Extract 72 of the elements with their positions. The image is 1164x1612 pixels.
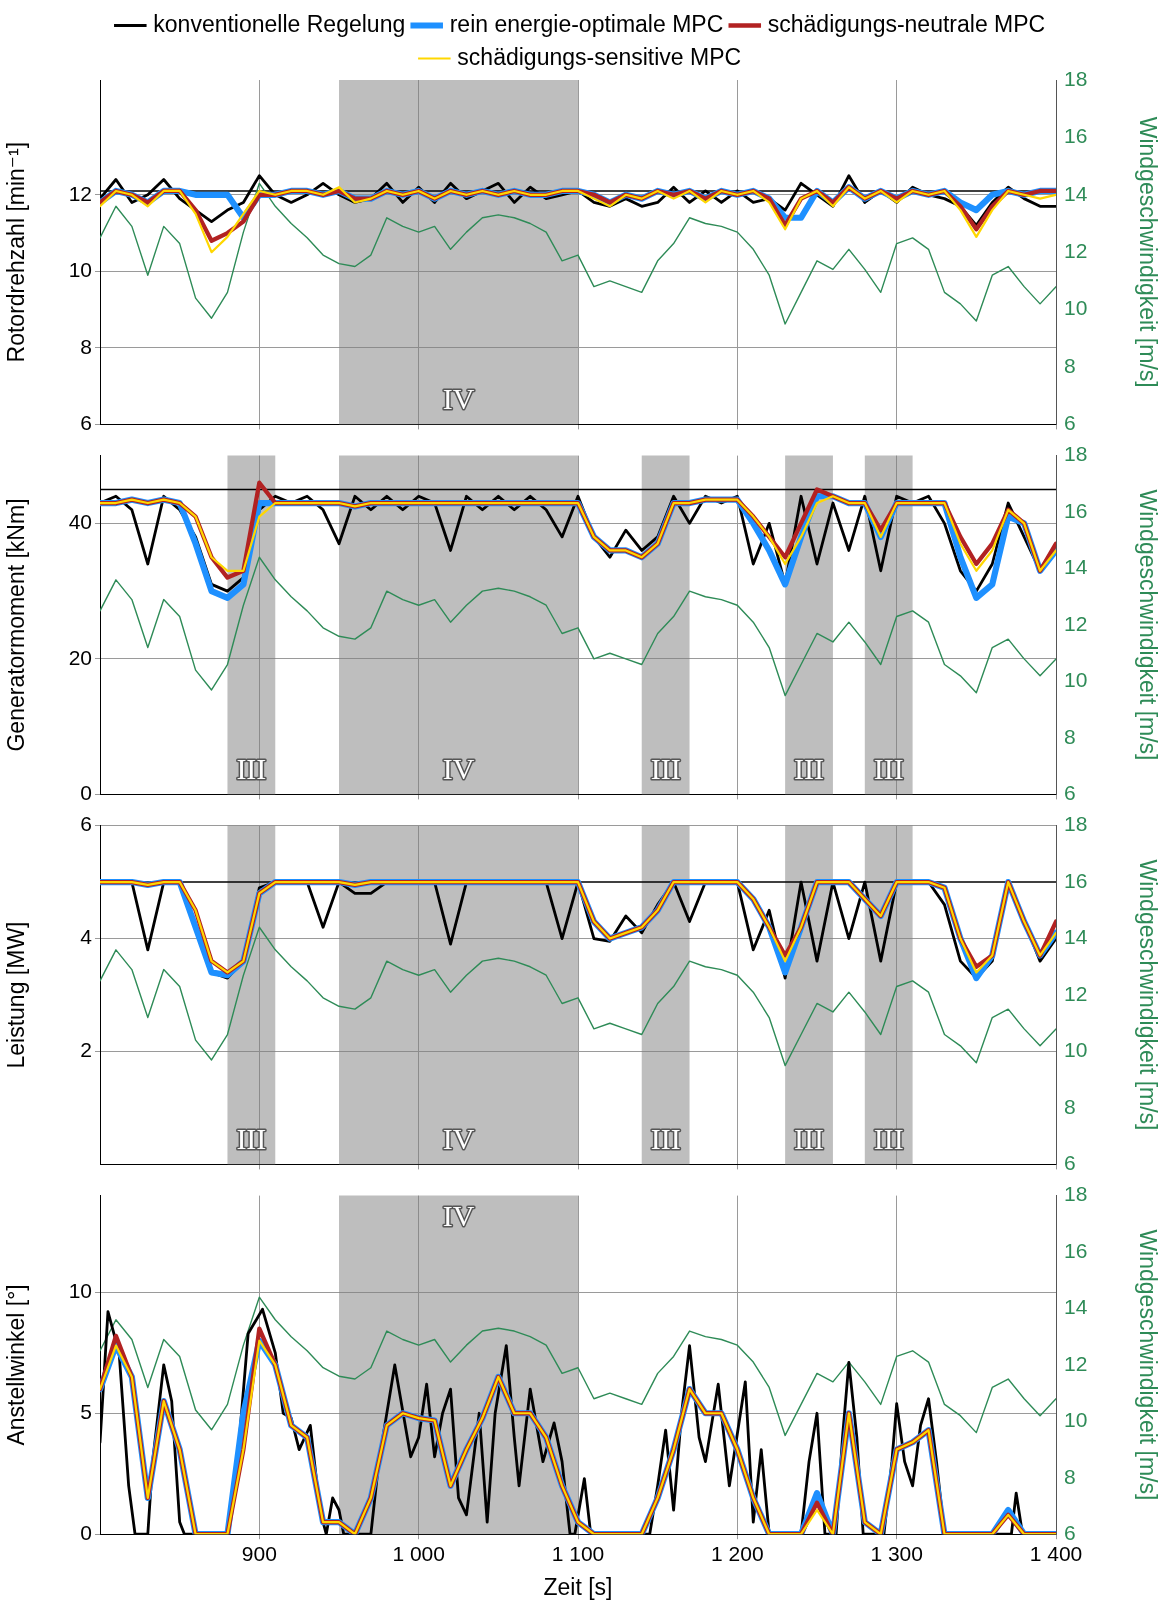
legend-label: rein energie-optimale MPC [449, 10, 724, 37]
y2-tick-label: 10 [1064, 296, 1088, 320]
y2-tick-label: 16 [1064, 868, 1088, 892]
band-label: III [650, 752, 681, 786]
band-label: IV [442, 382, 475, 416]
y2-tick-label: 16 [1064, 498, 1088, 522]
y-tick-label: 6 [80, 411, 92, 435]
x-tick-label: 1 000 [392, 1541, 445, 1565]
x-axis-title: Zeit [s] [543, 1573, 613, 1600]
y-tick-label: 8 [80, 334, 92, 358]
y-tick-label: 5 [80, 1400, 92, 1424]
y2-tick-label: 14 [1064, 1295, 1088, 1319]
y-tick-label: 4 [80, 925, 93, 949]
x-tick-label: 900 [241, 1541, 277, 1565]
y2-tick-label: 6 [1064, 1151, 1076, 1175]
y2-tick-label: 16 [1064, 1238, 1088, 1262]
y2-axis-title: Windgeschwindigkeit [m/s] [1134, 859, 1161, 1131]
band-label: III [794, 752, 825, 786]
y-tick-label: 40 [68, 510, 92, 534]
y-axis-title: Leistung [MW] [3, 921, 30, 1069]
y2-tick-label: 10 [1064, 668, 1088, 692]
y-tick-label: 10 [68, 1279, 92, 1303]
legend-label: schädigungs-sensitive MPC [457, 43, 742, 70]
band-label: III [873, 1122, 904, 1156]
band-label: IV [442, 752, 475, 786]
band-label: III [873, 752, 904, 786]
y2-tick-label: 18 [1064, 66, 1088, 90]
y-tick-label: 12 [68, 181, 92, 205]
y2-tick-label: 18 [1064, 1182, 1088, 1206]
y2-tick-label: 10 [1064, 1038, 1088, 1062]
y2-tick-label: 12 [1064, 981, 1088, 1005]
band-label: IV [442, 1122, 475, 1156]
y-tick-label: 6 [80, 812, 92, 836]
legend-label: schädigungs-neutrale MPC [767, 10, 1046, 37]
y2-tick-label: 8 [1064, 1094, 1076, 1118]
band-label: III [236, 1122, 267, 1156]
band-label: III [794, 1122, 825, 1156]
y2-tick-label: 14 [1064, 555, 1088, 579]
y2-tick-label: 18 [1064, 442, 1088, 466]
y2-tick-label: 12 [1064, 239, 1088, 262]
y2-tick-label: 14 [1064, 925, 1088, 949]
x-tick-label: 1 300 [870, 1541, 923, 1565]
y2-tick-label: 6 [1064, 1521, 1076, 1544]
y2-axis-title: Windgeschwindigkeit [m/s] [1134, 1229, 1161, 1501]
y2-tick-label: 12 [1064, 611, 1088, 635]
y2-tick-label: 18 [1064, 812, 1088, 836]
y2-tick-label: 12 [1064, 1351, 1088, 1375]
x-tick-label: 1 400 [1029, 1541, 1083, 1565]
legend-label: konventionelle Regelung [153, 10, 406, 37]
band-label: IV [442, 1199, 475, 1233]
y2-tick-label: 8 [1064, 1464, 1076, 1488]
y-tick-label: 0 [80, 1521, 92, 1544]
y2-axis-title: Windgeschwindigkeit [m/s] [1134, 116, 1161, 388]
y2-tick-label: 10 [1064, 1408, 1088, 1432]
y2-tick-label: 8 [1064, 724, 1076, 748]
x-tick-label: 1 200 [711, 1541, 764, 1565]
y-axis-title: Anstellwinkel [°] [3, 1284, 30, 1446]
y2-tick-label: 6 [1064, 781, 1076, 805]
band-label: III [236, 752, 267, 786]
x-tick-label: 1 100 [551, 1541, 605, 1565]
y2-axis-title: Windgeschwindigkeit [m/s] [1134, 489, 1161, 761]
y2-tick-label: 16 [1064, 124, 1088, 148]
y-tick-label: 2 [80, 1038, 92, 1062]
y-tick-label: 20 [68, 645, 92, 669]
band-label: III [650, 1122, 681, 1156]
y-axis-title: Rotordrehzahl [min⁻¹] [3, 141, 30, 363]
y-axis-title: Generatormoment [kNm] [3, 498, 30, 752]
y-tick-label: 10 [68, 258, 92, 282]
y2-tick-label: 8 [1064, 353, 1076, 377]
y-tick-label: 0 [80, 781, 92, 805]
y2-tick-label: 6 [1064, 411, 1076, 435]
y2-tick-label: 14 [1064, 181, 1088, 205]
